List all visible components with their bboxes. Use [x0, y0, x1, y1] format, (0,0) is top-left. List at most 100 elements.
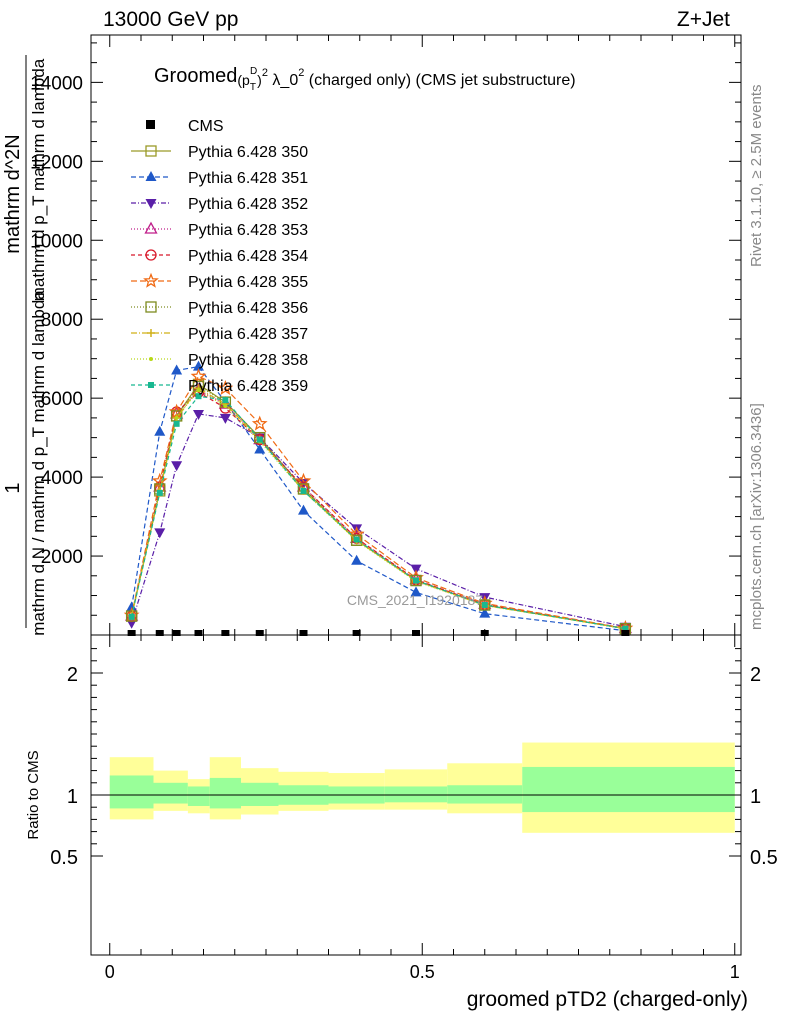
cms-point [255, 630, 264, 636]
series-point [410, 574, 422, 587]
legend-marker [145, 249, 157, 261]
series-point [126, 601, 138, 612]
series-point [195, 393, 202, 400]
mcplots-label: mcplots.cern.ch [arXiv:1306.3436] [748, 403, 765, 630]
title-rest: (charged only) (CMS jet substructure) [304, 72, 575, 89]
legend: CMS Pythia 6.428 350 Pythia 6.428 351 Pythi… [131, 118, 308, 395]
ylabel-line-3: mathrm d^2N [2, 134, 24, 253]
legend-marker [149, 357, 153, 361]
cms-point [155, 630, 164, 636]
series-point [353, 536, 360, 543]
series-point [481, 602, 488, 608]
cms-point [412, 630, 420, 636]
series-pythia-6428-359 [128, 393, 629, 632]
series-point [154, 425, 166, 436]
legend-marker [147, 329, 155, 337]
y-tick-label: 4000 [41, 468, 83, 489]
y-tick-label: 8000 [41, 310, 83, 331]
title-sub-t: T [250, 82, 256, 93]
series-point [156, 489, 163, 496]
series-point [219, 413, 231, 424]
series-point [223, 404, 228, 409]
header-energy-label: 13000 GeV pp [103, 8, 238, 31]
x-tick-label: 1 [730, 962, 740, 982]
title-p: (p [237, 72, 250, 88]
title-sup-2: 2 [262, 67, 268, 79]
ratio-band-inner [447, 785, 523, 804]
series-point [125, 610, 138, 622]
series-point [174, 415, 179, 420]
series-line [131, 365, 626, 632]
y-tick-label: 6000 [41, 389, 83, 410]
ratio-tick-label-left: 0.5 [50, 847, 78, 869]
legend-label: Pythia 6.428 355 [188, 274, 308, 291]
series-point [154, 528, 166, 539]
series-point [479, 607, 491, 618]
series-point [410, 586, 422, 597]
ratio-band-inner [209, 777, 241, 809]
legend-label: Pythia 6.428 351 [188, 170, 308, 187]
ratio-band-inner [241, 782, 279, 806]
y-tick-label: 12000 [30, 152, 83, 173]
cms-point [621, 630, 630, 636]
ratio-band-inner [109, 775, 154, 809]
ratio-tick-label-left: 1 [67, 786, 78, 808]
series-line [131, 375, 626, 629]
series-point [128, 613, 135, 620]
svg-text:Groomed(pTD)2 λ_02 (charged o: Groomed(pTD)2 λ_02 (charged only) (CMS j… [154, 65, 576, 93]
ratio-band-inner [384, 786, 448, 803]
series-point [256, 436, 263, 443]
x-tick-label: 0.5 [410, 962, 435, 982]
title-lambda: λ_0 [268, 72, 298, 89]
x-axis-label: groomed pTD2 (charged-only) [467, 988, 748, 1011]
cms-point [480, 630, 489, 636]
title-sup-2b: 2 [298, 67, 304, 79]
cms-data-points [127, 630, 630, 636]
series-point [413, 577, 419, 584]
series-point [193, 409, 204, 420]
series-line [131, 413, 626, 628]
ratio-tick-label-right: 2 [750, 664, 761, 686]
ratio-band-inner [522, 766, 735, 813]
cms-point [172, 630, 181, 636]
series-point [622, 625, 629, 632]
series-point [254, 443, 266, 454]
ratio-band-inner [153, 782, 166, 804]
series-point [171, 461, 183, 472]
y-tick-label: 2000 [41, 547, 83, 568]
header-process-label: Z+Jet [677, 8, 730, 31]
analysis-watermark: CMS_2021_I1920187 [347, 592, 483, 608]
legend-label: Pythia 6.428 350 [188, 144, 308, 161]
ratio-bands [109, 742, 735, 833]
series-point [222, 397, 229, 404]
legend-label: Pythia 6.428 353 [188, 222, 308, 239]
series-point [479, 599, 491, 611]
legend-label: Pythia 6.428 356 [188, 300, 308, 317]
cms-point [221, 630, 230, 636]
ratio-band-inner [187, 786, 210, 806]
legend-marker [148, 382, 154, 388]
cms-point [194, 630, 203, 636]
cms-point [299, 630, 308, 636]
x-tick-label: 0 [105, 962, 115, 982]
legend-marker [145, 145, 157, 157]
series-point [190, 368, 207, 384]
ylabel-line-1: 1 [2, 482, 24, 493]
ratio-y-axis-label: Ratio to CMS [25, 750, 42, 839]
legend-marker [144, 221, 158, 234]
series-point [300, 487, 307, 494]
ratio-tick-label-left: 2 [67, 664, 78, 686]
series-point [193, 360, 204, 371]
cms-point [127, 630, 136, 636]
ratio-tick-label-right: 1 [750, 786, 761, 808]
legend-label: Pythia 6.428 359 [188, 378, 308, 395]
series-point [350, 534, 363, 546]
series-point [251, 415, 268, 431]
series-point [171, 364, 183, 375]
legend-marker [145, 301, 157, 313]
legend-marker [145, 171, 157, 181]
ratio-band-inner [166, 782, 188, 804]
title-sup-d: D [250, 66, 257, 77]
